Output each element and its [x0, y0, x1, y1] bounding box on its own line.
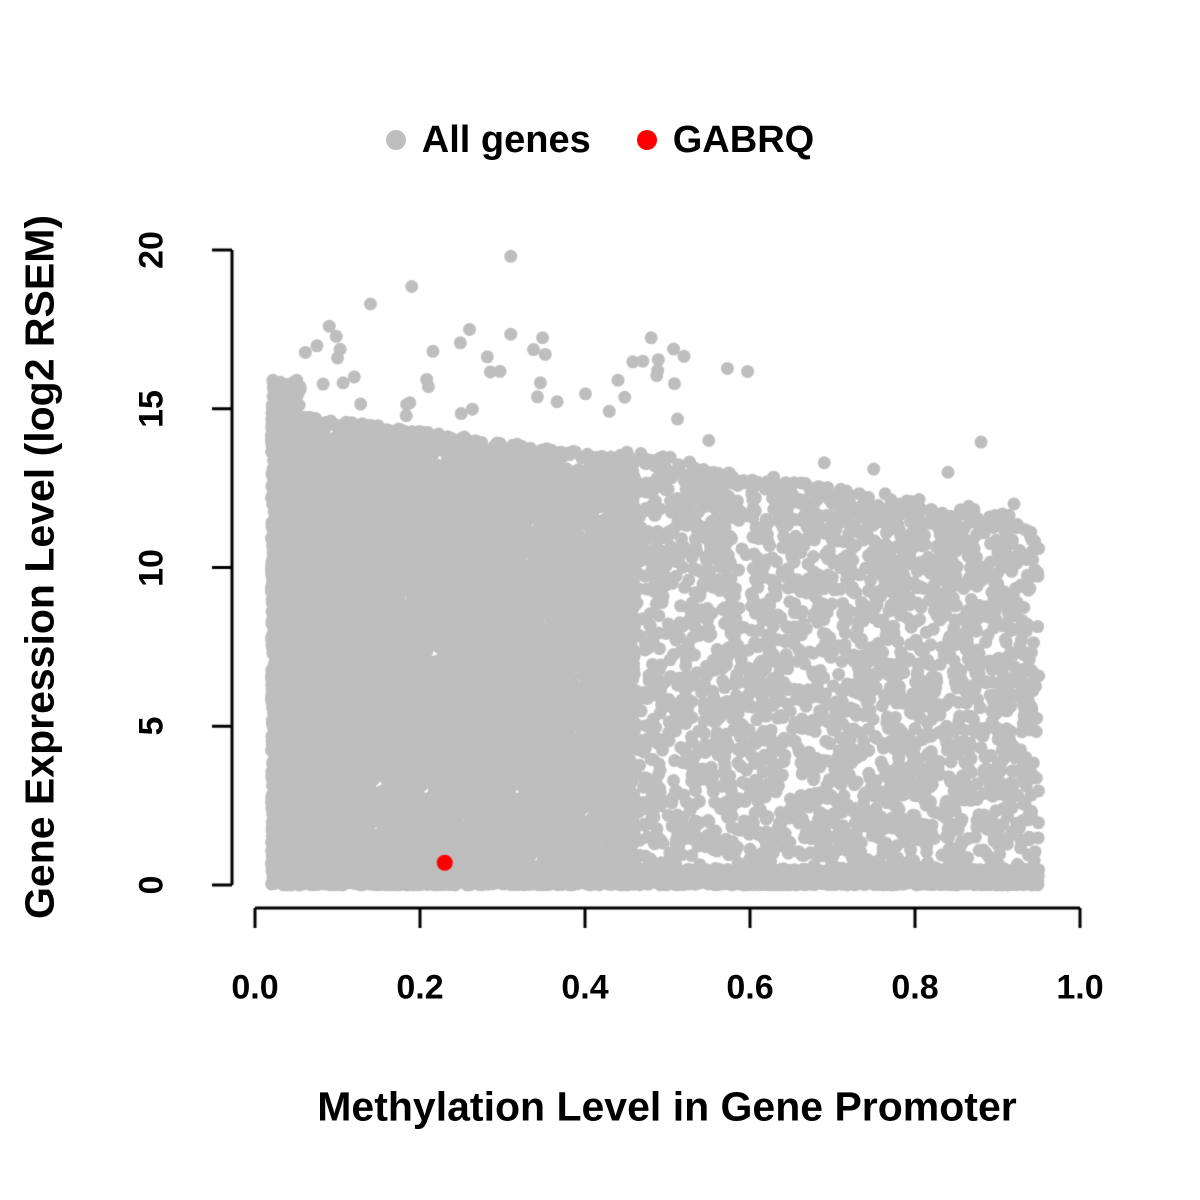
y-tick-label: 20: [132, 231, 171, 269]
x-tick-label: 1.0: [1056, 968, 1104, 1007]
y-tick-label: 5: [132, 716, 171, 736]
x-tick-label: 0.8: [891, 968, 939, 1007]
y-tick-label: 0: [132, 875, 171, 895]
x-tick-label: 0.4: [561, 968, 609, 1007]
x-tick-label: 0.2: [396, 968, 444, 1007]
legend: All genes GABRQ: [0, 116, 1200, 164]
legend-label-gabrq: GABRQ: [672, 118, 815, 161]
y-tick-label: 10: [132, 548, 171, 587]
legend-label-all-genes: All genes: [421, 118, 591, 161]
x-axis-title: Methylation Level in Gene Promoter: [317, 1083, 1017, 1130]
legend-item-all-genes: All genes: [385, 118, 591, 162]
all-genes-marker-icon: [385, 130, 406, 150]
legend-item-gabrq: GABRQ: [636, 118, 815, 162]
y-axis-title: Gene Expression Level (log2 RSEM): [16, 214, 63, 920]
y-tick-label: 15: [132, 389, 171, 428]
gabrq-marker-icon: [636, 130, 657, 150]
x-tick-label: 0.0: [231, 968, 279, 1007]
x-tick-label: 0.6: [726, 968, 774, 1007]
